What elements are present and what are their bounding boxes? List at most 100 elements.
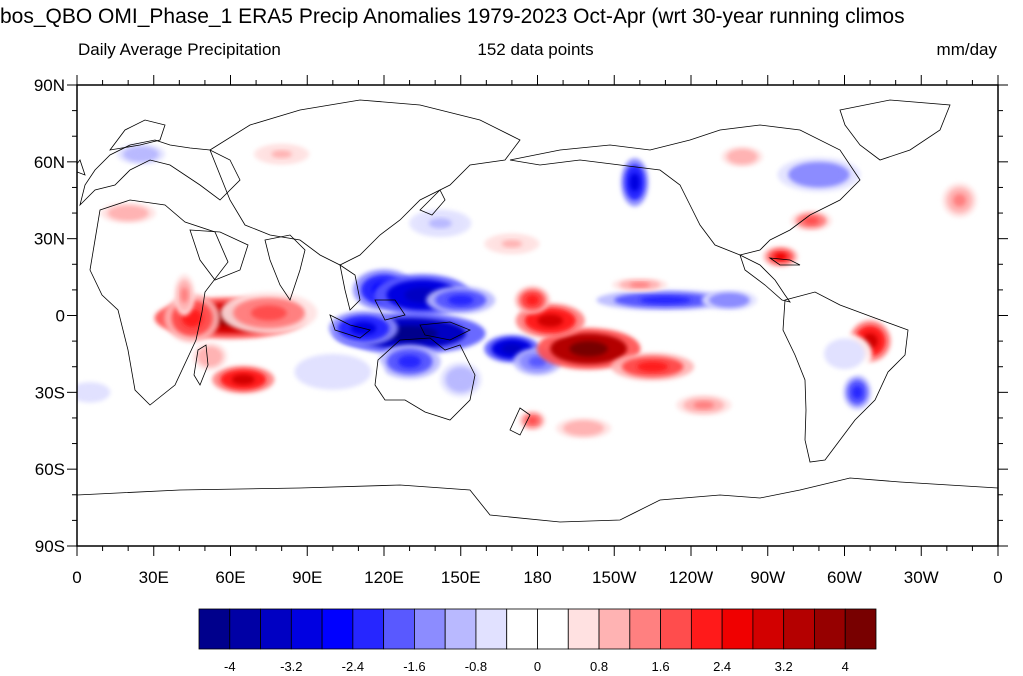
colorbar-label: 3.2 <box>775 659 793 674</box>
anomaly-core <box>528 356 547 367</box>
lat-label: 90S <box>35 537 65 556</box>
anomaly-cell <box>116 143 166 165</box>
anomaly-cell <box>701 289 758 311</box>
lat-label: 60S <box>35 460 65 479</box>
anomaly-core <box>693 401 715 409</box>
anomaly-core <box>719 296 740 304</box>
anomaly-core <box>834 346 855 362</box>
figure-title: bos_QBO OMI_Phase_1 ERA5 Precip Anomalie… <box>0 5 905 28</box>
colorbar-swatch <box>537 608 569 650</box>
lat-label: 0 <box>56 307 65 326</box>
colorbar-swatch <box>290 608 323 650</box>
anomaly-cell <box>378 344 441 379</box>
lon-label: 30E <box>139 568 169 587</box>
axis-ticks <box>67 75 1008 556</box>
colorbar-swatch <box>844 608 877 650</box>
lon-label: 90E <box>292 568 322 587</box>
colorbar-swatch <box>321 608 354 650</box>
colorbar <box>198 608 877 650</box>
anomaly-core <box>953 193 967 207</box>
coastlines <box>77 99 998 523</box>
colorbar-swatch <box>752 608 785 650</box>
lon-label: 0 <box>993 568 1002 587</box>
anomaly-cell <box>426 286 496 314</box>
anomaly-cell <box>611 352 695 381</box>
anomaly-cell <box>100 202 156 224</box>
lon-label: 150E <box>441 568 481 587</box>
anomaly-cell <box>942 182 977 218</box>
colorbar-swatch <box>260 608 292 650</box>
anomaly-cell <box>281 347 385 397</box>
colorbar-swatch <box>383 608 415 650</box>
anomaly-cell <box>816 333 873 375</box>
colorbar-label: -2.4 <box>342 659 364 674</box>
anomaly-core <box>271 150 292 158</box>
lon-label: 90W <box>750 568 785 587</box>
anomaly-core <box>527 416 538 425</box>
colorbar-label: 2.4 <box>713 659 731 674</box>
anomaly-cell <box>676 394 732 416</box>
anomaly-cell <box>409 209 472 238</box>
colorbar-swatch <box>690 608 723 650</box>
colorbar-label: -4 <box>224 659 236 674</box>
anomaly-cell <box>212 365 275 394</box>
anomaly-cell <box>790 210 832 232</box>
anomaly-cell <box>843 375 872 410</box>
anomaly-cell <box>174 274 195 316</box>
anomaly-core <box>250 305 287 321</box>
anomaly-cell <box>440 362 482 397</box>
lon-label: 120W <box>669 568 713 587</box>
colorbar-swatch <box>475 608 508 650</box>
colorbar-swatch <box>352 608 385 650</box>
anomaly-cell <box>763 246 798 267</box>
anomaly-cell <box>220 292 318 334</box>
colorbar-swatch <box>229 608 261 650</box>
colorbar-swatch <box>629 608 661 650</box>
anomaly-field <box>77 143 977 439</box>
anomaly-cell <box>518 410 547 431</box>
anomaly-cell <box>596 289 735 311</box>
lat-label: 30S <box>35 383 65 402</box>
lat-labels: 90N 60N 30N 0 30S 60S 90S <box>34 76 65 556</box>
anomaly-core <box>803 216 819 225</box>
colorbar-swatch <box>721 608 754 650</box>
subtitle-center: 152 data points <box>477 40 594 59</box>
lat-label: 60N <box>34 153 65 172</box>
anomaly-core <box>428 218 452 229</box>
anomaly-core <box>573 424 594 433</box>
anomaly-cell <box>77 378 118 407</box>
anomaly-core <box>569 341 608 357</box>
colorbar-swatch <box>506 608 538 650</box>
lon-label: 30W <box>904 568 939 587</box>
anomaly-core <box>180 287 189 303</box>
colorbar-swatch <box>567 608 600 650</box>
colorbar-swatch <box>660 608 692 650</box>
colorbar-label: 1.6 <box>652 659 670 674</box>
anomaly-core <box>79 387 101 398</box>
lon-label: 120E <box>364 568 404 587</box>
colorbar-swatch <box>814 608 846 650</box>
anomaly-core <box>852 385 863 399</box>
anomaly-core <box>501 239 523 248</box>
colorbar-label: -0.8 <box>465 659 487 674</box>
lon-label: 150W <box>592 568 636 587</box>
lon-label: 180 <box>523 568 551 587</box>
colorbar-swatch <box>198 608 231 650</box>
anomaly-cell <box>515 286 550 314</box>
anomaly-core <box>453 373 469 386</box>
colorbar-label: 0 <box>534 659 541 674</box>
anomaly-core <box>132 150 150 158</box>
lon-labels: 0 30E 60E 90E 120E 150E 180 150W 120W 90W 60W 30W 0 <box>72 568 1002 587</box>
anomaly-cell <box>536 328 641 370</box>
colorbar-label: -1.6 <box>403 659 425 674</box>
colorbar-swatch <box>444 608 477 650</box>
subtitle-right: mm/day <box>936 40 997 59</box>
anomaly-core <box>525 295 539 306</box>
anomaly-core <box>629 282 651 288</box>
anomaly-cell <box>721 146 763 168</box>
colorbar-swatch <box>414 608 446 650</box>
anomaly-core <box>231 374 255 385</box>
anomaly-cell <box>192 342 228 371</box>
anomaly-core <box>537 314 564 328</box>
anomaly-core <box>629 173 640 192</box>
